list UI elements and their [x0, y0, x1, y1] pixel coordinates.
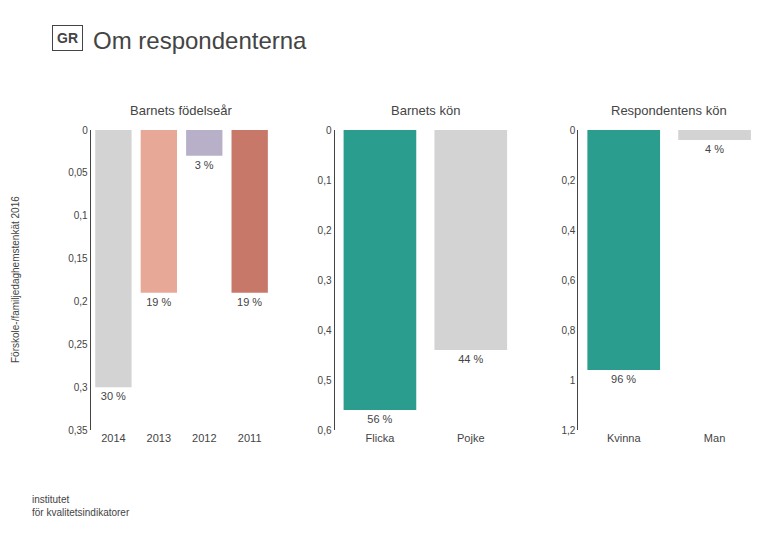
svg-text:Barnets kön: Barnets kön [391, 103, 460, 118]
svg-text:0,2: 0,2 [561, 175, 575, 186]
svg-text:0,5: 0,5 [318, 375, 332, 386]
svg-text:0,15: 0,15 [68, 253, 88, 264]
svg-text:0,2: 0,2 [74, 296, 88, 307]
svg-text:56 %: 56 % [367, 413, 392, 425]
svg-text:0,6: 0,6 [318, 425, 332, 436]
svg-text:2012: 2012 [192, 432, 216, 444]
svg-text:Om respondenterna: Om respondenterna [93, 27, 307, 54]
svg-text:0,1: 0,1 [318, 175, 332, 186]
svg-text:Kvinna: Kvinna [607, 432, 642, 444]
svg-text:GR: GR [57, 30, 78, 46]
svg-text:Flicka: Flicka [366, 432, 396, 444]
svg-text:Barnets födelseår: Barnets födelseår [130, 103, 233, 118]
svg-text:0,3: 0,3 [74, 382, 88, 393]
svg-text:Respondentens kön: Respondentens kön [611, 103, 727, 118]
svg-text:2013: 2013 [147, 432, 171, 444]
svg-text:0,35: 0,35 [68, 425, 88, 436]
svg-text:0,2: 0,2 [318, 225, 332, 236]
svg-text:3 %: 3 % [195, 159, 214, 171]
svg-text:0,4: 0,4 [561, 225, 575, 236]
svg-text:1: 1 [570, 375, 576, 386]
svg-text:0,05: 0,05 [68, 167, 88, 178]
svg-text:0: 0 [326, 125, 332, 136]
svg-text:0,3: 0,3 [318, 275, 332, 286]
svg-text:4 %: 4 % [705, 143, 724, 155]
svg-text:2011: 2011 [238, 432, 262, 444]
svg-text:institutetför kvalitetsindikat: institutetför kvalitetsindikatorer [32, 494, 130, 518]
svg-text:Man: Man [704, 432, 725, 444]
svg-text:96 %: 96 % [611, 373, 636, 385]
svg-text:0: 0 [82, 125, 88, 136]
svg-text:19 %: 19 % [146, 296, 171, 308]
svg-text:19 %: 19 % [237, 296, 262, 308]
svg-text:0,8: 0,8 [561, 325, 575, 336]
svg-text:Pojke: Pojke [457, 432, 485, 444]
svg-text:0,1: 0,1 [74, 210, 88, 221]
svg-text:0: 0 [570, 125, 576, 136]
svg-text:2014: 2014 [101, 432, 125, 444]
svg-text:0,6: 0,6 [561, 275, 575, 286]
svg-text:44 %: 44 % [458, 353, 483, 365]
svg-text:0,4: 0,4 [318, 325, 332, 336]
svg-text:Förskole-/familjedaghemstenkät: Förskole-/familjedaghemstenkät 2016 [10, 196, 21, 363]
svg-text:0,25: 0,25 [68, 339, 88, 350]
svg-text:1,2: 1,2 [561, 425, 575, 436]
svg-text:30 %: 30 % [101, 390, 126, 402]
